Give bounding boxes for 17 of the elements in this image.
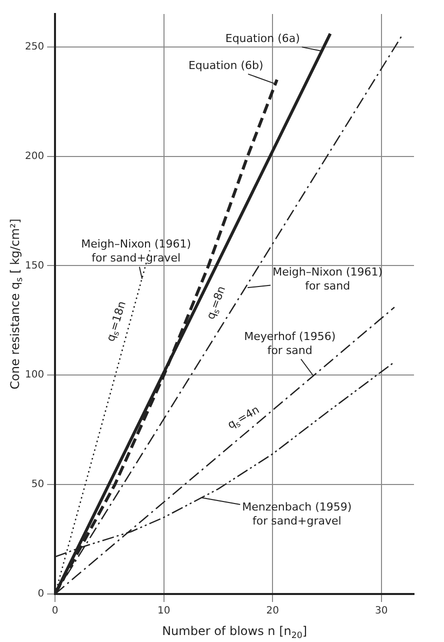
x-tick-label: 20 (266, 606, 279, 617)
annotation: Meigh–Nixon (1961) for sand+gravel (81, 238, 192, 265)
annotation: Meigh–Nixon (1961) for sand (272, 265, 383, 292)
y-tick-label: 100 (24, 370, 44, 381)
x-tick-label: 30 (375, 606, 388, 617)
y-tick-label: 50 (31, 479, 44, 490)
y-tick-label: 250 (24, 41, 44, 52)
x-tick-label: 0 (52, 606, 58, 617)
y-tick-label: 150 (24, 260, 44, 272)
x-tick-label: 10 (157, 606, 170, 617)
y-tick-label: 200 (24, 150, 44, 162)
y-axis-title: Cone resistance qs [ kg/cm²] (8, 218, 25, 390)
y-tick-label: 0 (38, 588, 44, 600)
annotation: Equation (6a) (225, 32, 300, 46)
annotation: Equation (6b) (188, 58, 264, 72)
annotation: Meyerhof (1956) for sand (244, 330, 336, 357)
annotation: Menzenbach (1959) for sand+gravel (242, 500, 352, 528)
